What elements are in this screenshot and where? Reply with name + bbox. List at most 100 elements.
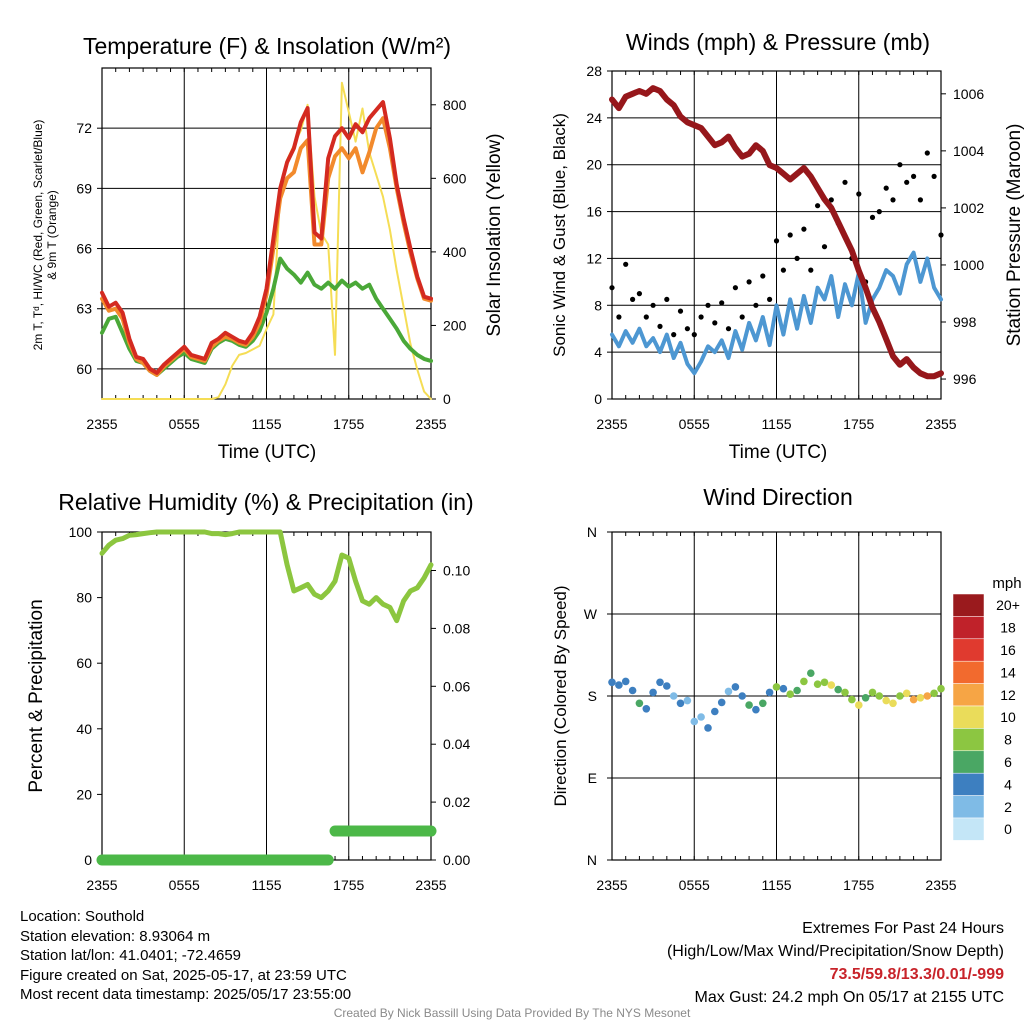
- y-tick-label-left: 20: [76, 786, 92, 802]
- credit-text: Created By Nick Bassill Using Data Provi…: [333, 1006, 691, 1020]
- winds-xlabel: Time (UTC): [729, 442, 828, 463]
- direction-point: [608, 678, 616, 687]
- direction-point: [841, 688, 849, 697]
- y-tick-label-left: 0: [84, 852, 92, 868]
- colorbar-swatch: [952, 750, 985, 774]
- gust-point: [828, 197, 834, 203]
- x-tick-label: 0555: [169, 416, 200, 432]
- colorbar-swatch: [952, 638, 985, 662]
- direction-point: [731, 683, 740, 691]
- gust-point: [616, 314, 622, 320]
- direction-point: [807, 669, 815, 677]
- gust-point: [705, 302, 711, 308]
- y-tick-label-left: 100: [69, 524, 93, 540]
- gust-point: [801, 226, 807, 232]
- gust-point: [904, 179, 910, 185]
- direction-panel: Wind Direction 2355 0555 1155 1755 2355 N E S W N…: [551, 484, 1022, 893]
- direction-point: [724, 687, 733, 696]
- direction-point: [820, 678, 829, 687]
- pressure-line: [609, 85, 944, 380]
- gust-point: [876, 209, 882, 215]
- direction-point: [656, 678, 664, 687]
- colorbar-swatch: [952, 616, 985, 640]
- gust-point: [671, 332, 677, 338]
- x-tick-label: 1155: [761, 877, 791, 893]
- colorbar-swatch: [952, 795, 985, 819]
- max-gust-text: Max Gust: 24.2 mph On 05/17 at 2155 UTC: [694, 989, 1005, 1006]
- gust-point: [760, 273, 766, 279]
- gust-point: [643, 314, 649, 320]
- y-tick-label-left: 80: [76, 590, 92, 606]
- gust-point: [712, 320, 718, 326]
- y-tick-label-right: 0.10: [443, 563, 470, 579]
- x-tick-label: 1155: [251, 416, 281, 432]
- gust-point: [725, 326, 732, 332]
- y-tick-label-right: 0.06: [443, 678, 470, 694]
- y-tick-label-left: E: [588, 770, 597, 786]
- direction-point: [765, 688, 774, 697]
- y-tick-label-right: 200: [443, 317, 467, 333]
- x-tick-label: 0555: [169, 877, 200, 893]
- x-tick-label: 1155: [251, 877, 281, 893]
- direction-point: [786, 690, 794, 698]
- direction-point: [676, 699, 685, 708]
- x-tick-label: 0555: [679, 416, 710, 432]
- y-tick-label-right: 0.04: [443, 736, 470, 752]
- y-tick-label-left: 12: [586, 250, 602, 266]
- insolation-line: [101, 81, 432, 400]
- direction-point: [649, 688, 657, 697]
- gust-point: [773, 238, 780, 244]
- winds-ylabel-right: Station Pressure (Maroon): [1004, 124, 1024, 347]
- latlon-text: Station lat/lon: 41.0401; -72.4659: [20, 947, 242, 964]
- gust-point: [657, 323, 663, 329]
- direction-point: [800, 677, 808, 686]
- temperature-ylabel-left-1: 2m T, Tᵈ, HI/WC (Red, Green, Scarlet/Blu…: [31, 120, 45, 351]
- wind-speed-line: [610, 250, 943, 376]
- direction-ylabel-left: Direction (Colored By Speed): [551, 585, 570, 806]
- y-tick-label-right: 1002: [953, 200, 984, 216]
- elevation-text: Station elevation: 8.93064 m: [20, 927, 211, 945]
- gust-point: [808, 267, 814, 273]
- colorbar-label: 4: [1004, 776, 1012, 792]
- gust-point: [753, 302, 759, 308]
- gust-point: [691, 332, 697, 338]
- colorbar-label: 0: [1004, 821, 1012, 837]
- y-tick-label-left: 0: [594, 391, 602, 407]
- x-tick-label: 2355: [415, 877, 446, 893]
- y-tick-label-right: 1004: [953, 143, 984, 159]
- x-tick-label: 1755: [333, 877, 364, 893]
- direction-point: [738, 692, 746, 700]
- y-tick-label-right: 1000: [953, 257, 984, 273]
- colorbar: 20+ 18 16 14 12 10 8 6 4 2 0: [952, 593, 1020, 841]
- direction-point: [896, 692, 904, 700]
- temperature-panel: Temperature (F) & Insolation (W/m²) 2355…: [31, 33, 505, 463]
- colorbar-label: 8: [1004, 732, 1012, 748]
- gust-point: [677, 308, 684, 314]
- direction-point: [916, 694, 925, 702]
- humidity-plot-area: 2355 0555 1155 1755 2355 0 20 40 60 80 100 0.00 0.02…: [69, 524, 471, 893]
- y-tick-label-left: W: [584, 606, 598, 622]
- y-tick-label-left: 63: [76, 301, 92, 317]
- direction-point: [855, 701, 863, 709]
- colorbar-swatch: [952, 772, 985, 796]
- direction-point: [889, 699, 897, 708]
- gust-point: [911, 173, 917, 179]
- gust-point: [767, 296, 773, 302]
- direction-point: [690, 717, 699, 726]
- temperature-ylabel-left-2: & 9m T (Orange): [45, 190, 59, 280]
- gust-point: [719, 300, 725, 306]
- x-tick-label: 2355: [86, 416, 117, 432]
- plot-frame: [101, 67, 432, 400]
- winds-title: Winds (mph) & Pressure (mb): [626, 29, 930, 55]
- gust-point: [924, 150, 930, 156]
- gust-point: [698, 314, 704, 320]
- y-tick-label-left: 66: [76, 241, 92, 257]
- direction-point: [635, 699, 644, 708]
- direction-point: [642, 705, 651, 713]
- colorbar-label: 6: [1004, 754, 1012, 770]
- gust-point: [815, 203, 821, 209]
- colorbar-swatch: [952, 593, 985, 617]
- colorbar-swatch: [952, 705, 985, 729]
- gust-point: [890, 197, 896, 203]
- gust-point: [732, 285, 739, 291]
